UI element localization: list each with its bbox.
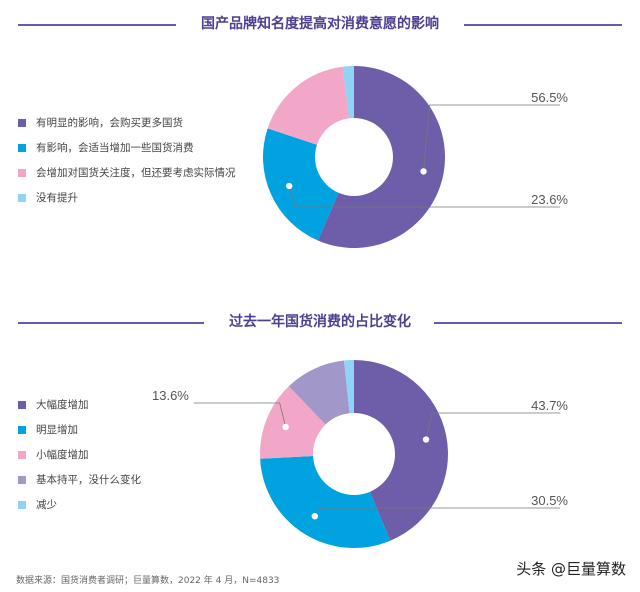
label-dot bbox=[285, 182, 293, 190]
donut-slice bbox=[267, 66, 350, 145]
legend-label: 大幅度增加 bbox=[36, 399, 89, 411]
donut-slice bbox=[317, 66, 445, 248]
chart2-title: 过去一年国货消费的占比变化 bbox=[229, 314, 411, 330]
data-source-footer: 数据来源：国货消费者调研；巨量算数，2022 年 4 月，N=4833 bbox=[16, 576, 280, 586]
chart2-title-row: 过去一年国货消费的占比变化 bbox=[0, 312, 640, 332]
data-label: 23.6% bbox=[531, 192, 568, 207]
legend-label: 小幅度增加 bbox=[36, 449, 89, 461]
legend-item: 大幅度增加 bbox=[18, 392, 141, 417]
watermark: 头条 @巨量算数 bbox=[516, 560, 626, 578]
donut-slice bbox=[288, 360, 350, 425]
label-dot bbox=[282, 423, 289, 431]
legend-item: 小幅度增加 bbox=[18, 442, 141, 467]
legend-swatch bbox=[18, 118, 26, 127]
label-dot bbox=[422, 436, 430, 443]
legend-label: 有影响，会适当增加一些国货消费 bbox=[36, 142, 194, 154]
data-label: 13.6% bbox=[152, 388, 189, 403]
chart1-legend: 有明显的影响，会购买更多国货 有影响，会适当增加一些国货消费会增加对国货关注度，但… bbox=[18, 110, 236, 210]
legend-label: 有明显的影响，会购买更多国货 bbox=[36, 117, 183, 129]
leader-line bbox=[194, 402, 287, 428]
data-label: 30.5% bbox=[531, 493, 568, 508]
legend-item: 减少 bbox=[18, 492, 141, 517]
legend-item: 会增加对国货关注度，但还要考虑实际情况 bbox=[18, 160, 236, 185]
chart1-title-line-left bbox=[18, 24, 176, 26]
label-dot bbox=[311, 512, 319, 520]
chart1-title-line-right bbox=[464, 24, 622, 26]
leader-line bbox=[314, 507, 560, 517]
legend-swatch bbox=[18, 400, 26, 409]
leader-line bbox=[425, 412, 560, 440]
donut-slice bbox=[354, 360, 449, 541]
donut-slice bbox=[263, 128, 339, 241]
legend-item: 没有提升 bbox=[18, 185, 236, 210]
legend-label: 没有提升 bbox=[36, 192, 78, 204]
legend-item: 有影响，会适当增加一些国货消费 bbox=[18, 135, 236, 160]
legend-swatch bbox=[18, 143, 26, 152]
legend-swatch bbox=[18, 193, 26, 202]
chart2-legend: 大幅度增加明显增加小幅度增加基本持平，没什么变化 减少 bbox=[18, 392, 141, 517]
legend-label: 减少 bbox=[36, 499, 57, 511]
donut-slice bbox=[260, 386, 326, 459]
leader-line bbox=[423, 104, 560, 172]
data-label: 56.5% bbox=[531, 90, 568, 105]
legend-swatch bbox=[18, 475, 26, 484]
legend-label: 会增加对国货关注度，但还要考虑实际情况 bbox=[36, 167, 236, 179]
donut-slice bbox=[260, 456, 391, 548]
legend-swatch bbox=[18, 500, 26, 509]
legend-item: 明显增加 bbox=[18, 417, 141, 442]
chart2-title-line-right bbox=[434, 322, 622, 324]
donut-slice bbox=[342, 66, 354, 119]
legend-swatch bbox=[18, 425, 26, 434]
legend-item: 有明显的影响，会购买更多国货 bbox=[18, 110, 236, 135]
legend-swatch bbox=[18, 450, 26, 459]
legend-swatch bbox=[18, 168, 26, 177]
chart1-title: 国产品牌知名度提高对消费意愿的影响 bbox=[201, 16, 439, 32]
donut-slice bbox=[343, 360, 354, 414]
chart2-title-line-left bbox=[18, 322, 204, 324]
label-dot bbox=[420, 168, 427, 175]
legend-label: 基本持平，没什么变化 bbox=[36, 474, 141, 486]
chart1-title-row: 国产品牌知名度提高对消费意愿的影响 bbox=[0, 14, 640, 34]
leader-line bbox=[288, 185, 560, 208]
data-label: 43.7% bbox=[531, 398, 568, 413]
legend-item: 基本持平，没什么变化 bbox=[18, 467, 141, 492]
legend-label: 明显增加 bbox=[36, 424, 78, 436]
